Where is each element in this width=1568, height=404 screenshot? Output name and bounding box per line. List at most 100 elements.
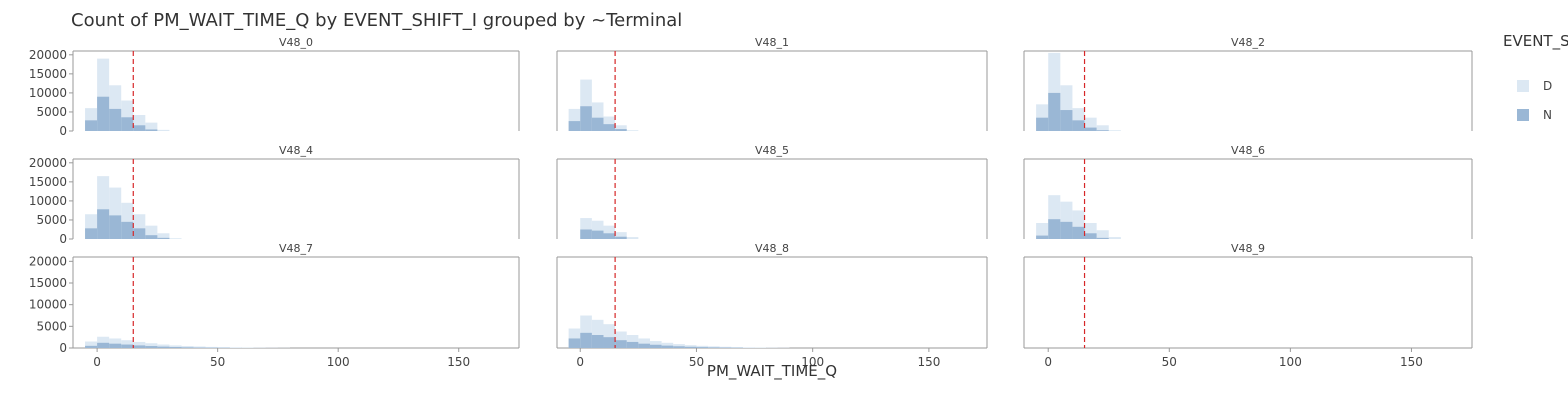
- x-tick-label: 50: [689, 355, 704, 369]
- x-tick-label: 150: [447, 355, 470, 369]
- x-tick-label: 150: [917, 355, 940, 369]
- histogram-bar-n: [109, 215, 121, 239]
- histogram-bar-n: [1085, 233, 1097, 239]
- x-tick-label: 100: [1279, 355, 1302, 369]
- histogram-bar-n: [1097, 130, 1109, 131]
- facet-panel: V48_0 0 5000 10000 15000 20000: [29, 36, 519, 138]
- facet-title: V48_4: [279, 144, 313, 157]
- histogram-bar-n: [1048, 219, 1060, 239]
- y-tick-label: 20000: [29, 254, 67, 268]
- x-tick-label: 0: [576, 355, 584, 369]
- y-tick-label: 15000: [29, 276, 67, 290]
- facet-title: V48_7: [279, 242, 313, 255]
- histogram-bar-n: [97, 209, 109, 239]
- legend-title: EVENT_S: [1503, 32, 1568, 51]
- histogram-bar-d: [230, 347, 242, 348]
- histogram-bar-n: [1036, 236, 1048, 239]
- histogram-bar-n: [569, 338, 581, 348]
- histogram-bar-n: [1072, 120, 1084, 131]
- histogram-bar-d: [743, 347, 755, 348]
- legend-items: DN: [1517, 79, 1552, 122]
- histogram-bar-n: [580, 106, 592, 131]
- histogram-bar-n: [580, 229, 592, 239]
- histogram-bar-d: [157, 130, 169, 131]
- x-tick-label: 0: [1044, 355, 1052, 369]
- histogram-bar-n: [121, 345, 133, 348]
- histogram-bar-n: [181, 347, 193, 348]
- histogram-bar-n: [97, 97, 109, 131]
- histogram-bar-n: [615, 129, 627, 131]
- facet-panel: V48_6: [1024, 144, 1472, 239]
- histogram-bar-n: [1097, 238, 1109, 239]
- facet-panel: V48_5: [557, 144, 987, 239]
- histogram-bar-n: [615, 340, 627, 348]
- histogram-bar-n: [592, 231, 604, 239]
- histogram-bar-n: [592, 118, 604, 131]
- x-axis-title: PM_WAIT_TIME_Q: [707, 362, 837, 381]
- y-tick-label: 0: [59, 124, 67, 138]
- histogram-bar-n: [1085, 128, 1097, 131]
- y-tick-label: 5000: [36, 105, 67, 119]
- histogram-bar-d: [627, 130, 639, 131]
- y-tick-label: 10000: [29, 86, 67, 100]
- facet-title: V48_0: [279, 36, 313, 49]
- facet-panel: V48_2: [1024, 36, 1472, 131]
- histogram-bar-n: [1036, 118, 1048, 131]
- histogram-bar-n: [603, 337, 615, 348]
- y-tick-label: 5000: [36, 319, 67, 333]
- chart-title: Count of PM_WAIT_TIME_Q by EVENT_SHIFT_I…: [71, 10, 682, 31]
- histogram-bar-d: [1109, 237, 1121, 239]
- y-tick-label: 15000: [29, 67, 67, 81]
- legend-label-d: D: [1543, 79, 1552, 93]
- x-tick-label: 100: [327, 355, 350, 369]
- histogram-bar-n: [133, 228, 145, 239]
- legend: EVENT_S DN: [1503, 32, 1568, 122]
- histogram-bar-n: [662, 346, 674, 348]
- facet-title: V48_1: [755, 36, 789, 49]
- histogram-bar-d: [1109, 130, 1121, 131]
- histogram-bar-n: [569, 121, 581, 131]
- facet-title: V48_2: [1231, 36, 1265, 49]
- histogram-bar-n: [85, 120, 97, 131]
- x-tick-label: 50: [1162, 355, 1177, 369]
- histogram-bar-n: [121, 117, 133, 131]
- facet-panel: V48_1: [557, 36, 987, 131]
- histogram-bar-n: [696, 347, 708, 348]
- histogram-bar-n: [1060, 110, 1072, 131]
- x-tick-label: 0: [93, 355, 101, 369]
- histogram-bar-n: [157, 347, 169, 348]
- x-tick-label: 150: [1400, 355, 1423, 369]
- y-tick-label: 15000: [29, 175, 67, 189]
- histogram-bar-d: [1097, 230, 1109, 239]
- histogram-bar-d: [169, 238, 181, 239]
- histogram-bar-n: [145, 235, 157, 239]
- histogram-bar-n: [97, 343, 109, 348]
- histogram-bar-n: [1048, 93, 1060, 131]
- histogram-bar-n: [145, 129, 157, 131]
- histogram-bar-n: [603, 124, 615, 131]
- y-tick-label: 20000: [29, 48, 67, 62]
- histogram-bar-n: [109, 109, 121, 131]
- histogram-bar-n: [157, 238, 169, 239]
- facet-panel: V48_9 0 50 100 150: [1024, 242, 1472, 369]
- histogram-bar-n: [145, 346, 157, 348]
- histogram-bar-n: [638, 344, 650, 348]
- histogram-bar-n: [133, 125, 145, 131]
- legend-swatch-d: [1517, 80, 1529, 92]
- histogram-bar-d: [627, 237, 639, 239]
- histogram-bar-n: [592, 335, 604, 348]
- y-tick-label: 5000: [36, 213, 67, 227]
- facet-title: V48_9: [1231, 242, 1265, 255]
- histogram-bar-n: [673, 346, 685, 348]
- histogram-bar-n: [85, 228, 97, 239]
- histogram-bar-n: [580, 333, 592, 348]
- facet-title: V48_8: [755, 242, 789, 255]
- histogram-bar-n: [121, 222, 133, 239]
- histogram-bar-n: [708, 347, 720, 348]
